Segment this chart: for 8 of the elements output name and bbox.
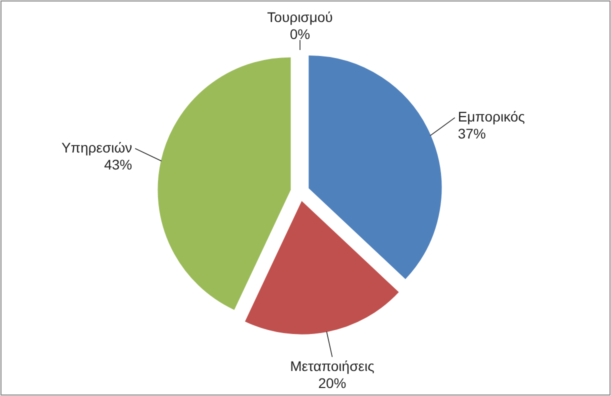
data-label: 20%: [318, 374, 346, 391]
slice-label: Μεταποιήσεις: [290, 358, 375, 374]
data-label: 37%: [458, 126, 486, 142]
slice-label: Εμπορικός: [458, 108, 526, 125]
slice-label: Υπηρεσιών: [61, 139, 132, 156]
data-label: 43%: [104, 156, 132, 172]
category-label: Τουρισμού: [267, 9, 333, 25]
text: 0%: [290, 26, 310, 42]
